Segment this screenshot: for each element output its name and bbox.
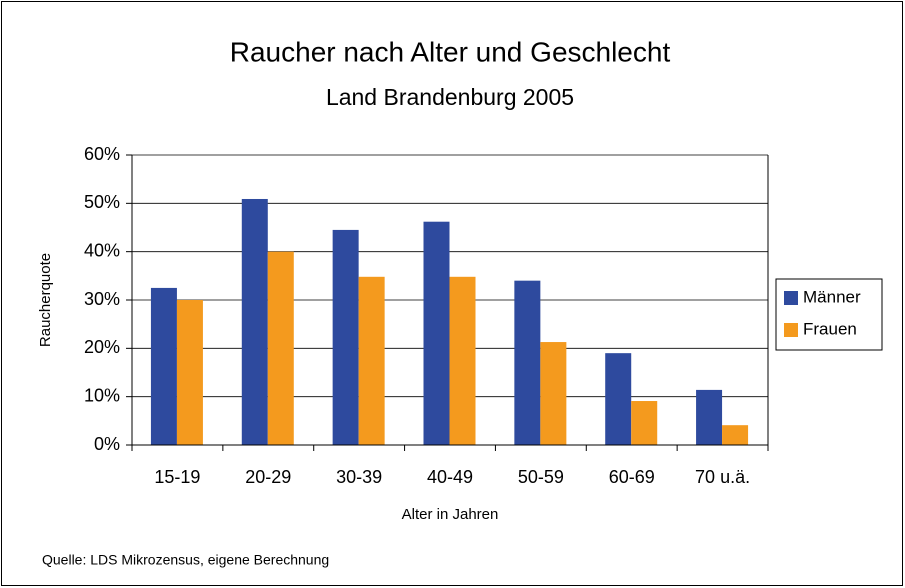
- x-tick-label: 50-59: [518, 467, 564, 487]
- y-tick-label: 30%: [84, 289, 120, 309]
- legend-swatch: [784, 323, 798, 337]
- bar: [423, 221, 450, 445]
- y-tick-label: 60%: [84, 144, 120, 164]
- bar: [631, 401, 658, 445]
- y-tick-label: 50%: [84, 192, 120, 212]
- legend-label: Frauen: [803, 319, 857, 338]
- bar: [150, 287, 177, 445]
- y-tick-label: 0%: [94, 434, 120, 454]
- x-tick-label: 70 u.ä.: [695, 467, 750, 487]
- bar: [449, 276, 476, 445]
- x-tick-label: 30-39: [336, 467, 382, 487]
- legend-label: Männer: [803, 287, 861, 306]
- bar: [696, 389, 723, 445]
- bar: [267, 251, 294, 445]
- x-tick-label: 20-29: [245, 467, 291, 487]
- y-tick-label: 40%: [84, 240, 120, 260]
- bar: [540, 342, 567, 445]
- chart-title: Raucher nach Alter und Geschlecht: [230, 36, 671, 67]
- legend-box: [775, 278, 883, 351]
- bar: [176, 300, 203, 445]
- bar: [722, 425, 749, 445]
- x-tick-label: 40-49: [427, 467, 473, 487]
- x-tick-label: 60-69: [609, 467, 655, 487]
- source-note: Quelle: LDS Mikrozensus, eigene Berechnu…: [42, 552, 329, 568]
- bar: [358, 276, 385, 445]
- y-axis-label: Raucherquote: [37, 253, 54, 347]
- x-tick-label: 15-19: [154, 467, 200, 487]
- bar: [605, 353, 632, 445]
- bar: [241, 198, 268, 445]
- bar: [514, 280, 541, 445]
- legend-swatch: [784, 291, 798, 305]
- x-axis-label: Alter in Jahren: [402, 506, 499, 523]
- y-tick-label: 10%: [84, 385, 120, 405]
- y-tick-label: 20%: [84, 337, 120, 357]
- bar: [332, 229, 359, 445]
- chart-subtitle: Land Brandenburg 2005: [326, 84, 574, 110]
